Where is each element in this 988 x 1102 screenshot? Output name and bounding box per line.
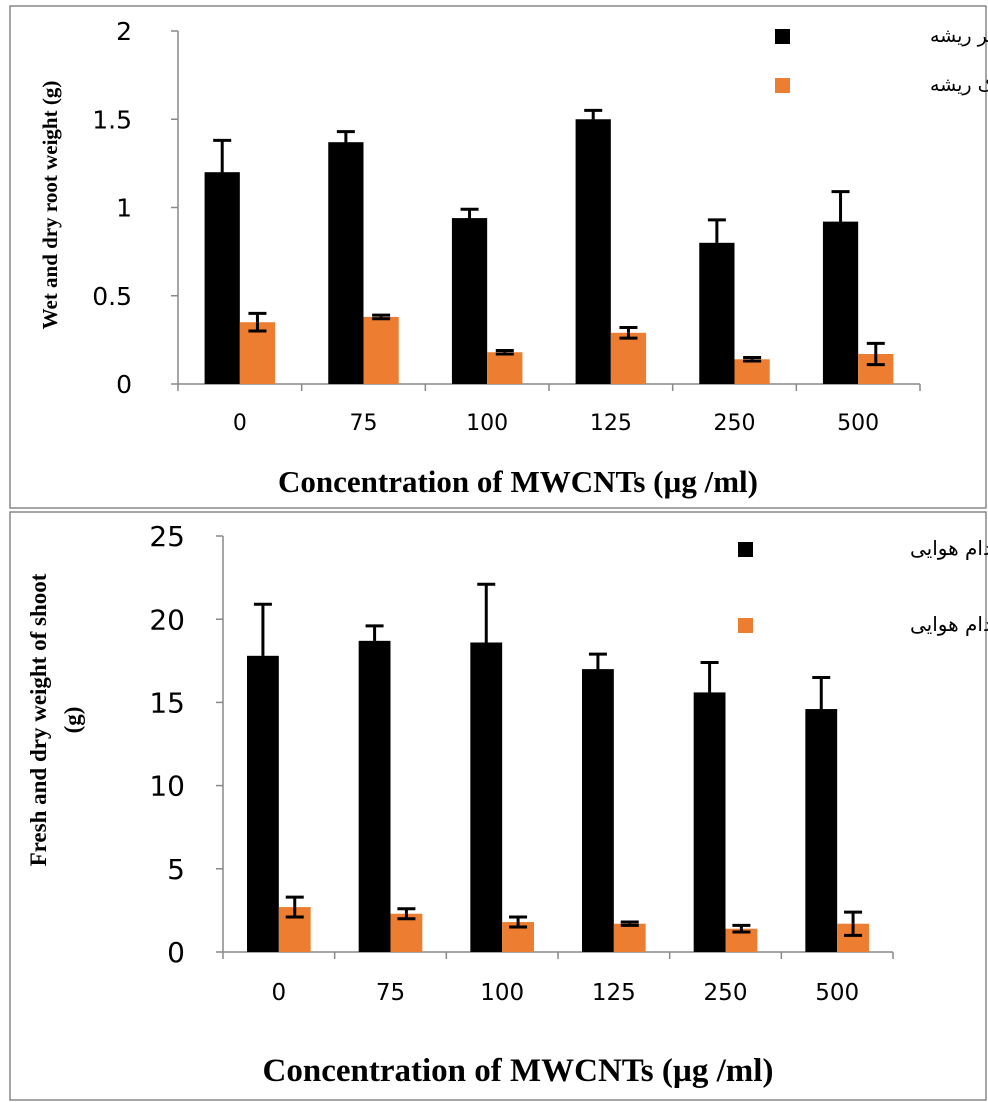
x-axis-title: Concentration of MWCNTs (µg /ml) bbox=[278, 464, 758, 499]
bar-dry bbox=[487, 352, 523, 384]
x-tick-label: 500 bbox=[815, 980, 859, 1006]
x-tick-label: 0 bbox=[233, 411, 247, 436]
legend-label: وزن خشک اندام هوایی bbox=[910, 612, 988, 636]
x-tick-label: 75 bbox=[350, 411, 378, 436]
y-tick-label: 0.5 bbox=[92, 282, 132, 311]
legend-swatch bbox=[775, 78, 790, 93]
y-axis-title: (g) bbox=[60, 707, 85, 734]
y-tick-label: 10 bbox=[149, 770, 185, 803]
bar-dry bbox=[363, 316, 399, 384]
x-axis-title: Concentration of MWCNTs (µg /ml) bbox=[263, 1053, 774, 1089]
panel-border bbox=[9, 511, 987, 1101]
y-tick-label: 1 bbox=[116, 194, 132, 223]
bar-wet bbox=[358, 640, 391, 952]
bar-wet bbox=[575, 119, 611, 384]
bar-wet bbox=[582, 669, 614, 952]
x-tick-label: 250 bbox=[704, 980, 748, 1006]
y-tick-label: 0 bbox=[116, 370, 132, 399]
x-tick-label: 125 bbox=[592, 980, 636, 1006]
y-axis-title: Fresh and dry weight of shoot bbox=[26, 573, 51, 866]
x-tick-label: 100 bbox=[480, 980, 524, 1006]
x-tick-label: 250 bbox=[714, 411, 756, 436]
y-tick-label: 25 bbox=[149, 520, 185, 553]
chart-panel-1: 0 0.5 1 1.5 2 0 75 100 125 250 500 Concentration of… bbox=[9, 5, 988, 509]
bar-dry bbox=[613, 923, 646, 952]
y-tick-label: 15 bbox=[149, 686, 185, 719]
bar-dry bbox=[725, 928, 758, 952]
y-tick-label: 1.5 bbox=[92, 105, 132, 134]
legend-swatch bbox=[738, 542, 753, 557]
x-tick-label: 100 bbox=[466, 411, 508, 436]
bar-wet bbox=[204, 172, 240, 384]
bar-wet bbox=[693, 692, 726, 952]
bar-dry bbox=[734, 359, 770, 384]
legend-label: وزن تر اندام هوایی bbox=[910, 536, 988, 560]
x-tick-label: 0 bbox=[272, 980, 287, 1006]
y-tick-label: 0 bbox=[167, 936, 185, 969]
y-tick-label: 20 bbox=[149, 603, 185, 636]
panel-border bbox=[9, 5, 987, 509]
legend-swatch bbox=[738, 618, 753, 633]
bar-wet bbox=[805, 709, 838, 952]
legend-label: وزن تر ریشه bbox=[930, 25, 988, 47]
y-tick-label: 5 bbox=[167, 853, 185, 886]
legend-swatch bbox=[775, 29, 790, 44]
x-tick-label: 125 bbox=[590, 411, 632, 436]
x-tick-label: 75 bbox=[376, 980, 405, 1006]
bar-wet bbox=[451, 218, 488, 384]
y-axis-title: Wet and dry root weight (g) bbox=[38, 81, 62, 330]
legend-label: وزن خشک ریشه bbox=[930, 74, 988, 96]
bar-wet bbox=[328, 142, 364, 384]
bar-dry bbox=[610, 332, 647, 384]
y-tick-label: 2 bbox=[116, 17, 132, 46]
x-tick-label: 500 bbox=[837, 411, 879, 436]
